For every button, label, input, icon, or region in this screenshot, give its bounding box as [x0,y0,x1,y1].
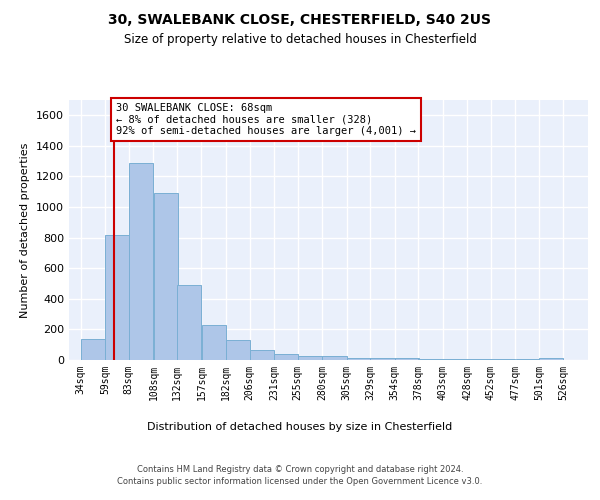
Text: 30, SWALEBANK CLOSE, CHESTERFIELD, S40 2US: 30, SWALEBANK CLOSE, CHESTERFIELD, S40 2… [109,12,491,26]
Text: Contains HM Land Registry data © Crown copyright and database right 2024.: Contains HM Land Registry data © Crown c… [137,465,463,474]
Bar [395,358,419,360]
Bar [177,285,202,360]
Bar [347,358,371,360]
Bar [418,359,443,360]
Text: 30 SWALEBANK CLOSE: 68sqm
← 8% of detached houses are smaller (328)
92% of semi-: 30 SWALEBANK CLOSE: 68sqm ← 8% of detach… [116,103,416,136]
Bar [322,356,347,360]
Bar [81,339,105,360]
Bar [298,356,322,360]
Text: Distribution of detached houses by size in Chesterfield: Distribution of detached houses by size … [148,422,452,432]
Bar [129,162,153,360]
Bar [250,350,274,360]
Bar [467,359,492,360]
Bar [370,358,395,360]
Bar [106,236,130,360]
Y-axis label: Number of detached properties: Number of detached properties [20,142,31,318]
Text: Size of property relative to detached houses in Chesterfield: Size of property relative to detached ho… [124,32,476,46]
Bar [226,340,250,360]
Bar [202,324,226,360]
Text: Contains public sector information licensed under the Open Government Licence v3: Contains public sector information licen… [118,478,482,486]
Bar [274,354,298,360]
Bar [443,359,467,360]
Bar [539,358,563,360]
Bar [154,194,178,360]
